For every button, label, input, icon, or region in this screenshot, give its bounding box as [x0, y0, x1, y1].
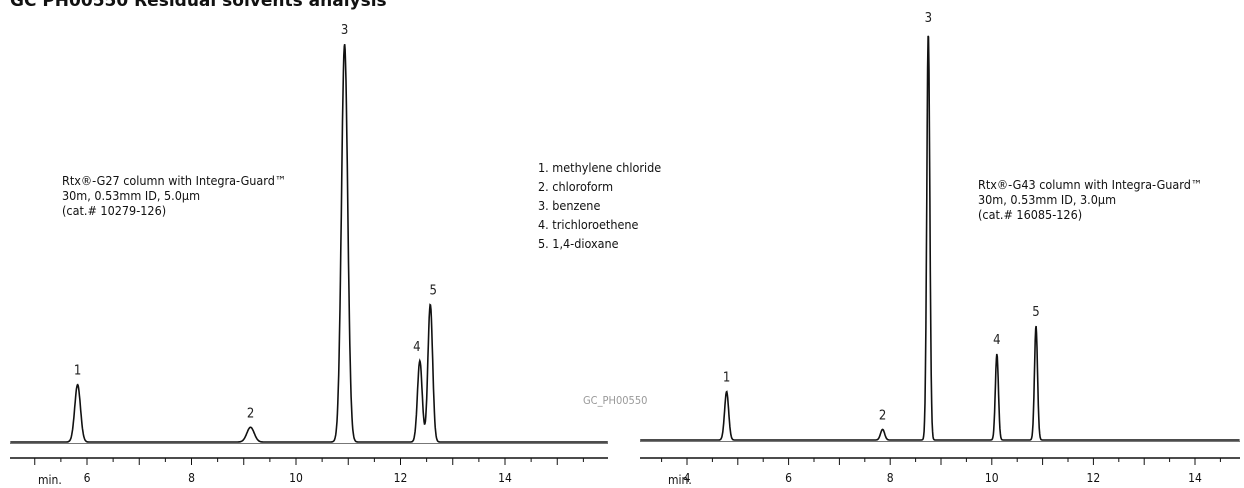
x-tick-label: 10: [985, 471, 999, 485]
watermark-id: GC_PH00550: [583, 394, 647, 407]
right-column-note-line-1: Rtx®-G43 column with Integra-Guard™: [978, 177, 1202, 192]
peak-label: 4: [413, 340, 420, 355]
legend-item-5: 5. 1,4-dioxane: [538, 236, 619, 251]
left-column-note-line-2: 30m, 0.53mm ID, 5.0μm: [62, 188, 200, 203]
x-tick-label: 10: [289, 471, 303, 485]
x-tick-label: 12: [1087, 471, 1101, 485]
left-column-note-line-1: Rtx®-G27 column with Integra-Guard™: [62, 173, 286, 188]
peak-label: 2: [879, 408, 886, 423]
x-tick-label: 8: [887, 471, 894, 485]
peak-label: 3: [341, 23, 348, 38]
peak-label: 1: [74, 364, 81, 379]
legend-item-2: 2. chloroform: [538, 179, 613, 194]
x-tick-label: 12: [394, 471, 408, 485]
right-column-note: Rtx®-G43 column with Integra-Guard™ 30m,…: [978, 177, 1202, 222]
x-tick-label: 8: [188, 471, 195, 485]
legend-item-3: 3. benzene: [538, 198, 600, 213]
right-column-note-line-2: 30m, 0.53mm ID, 3.0μm: [978, 192, 1116, 207]
peak-label: 5: [430, 283, 437, 298]
x-tick-label: 6: [785, 471, 792, 485]
peak-label: 5: [1032, 305, 1039, 320]
peak-label: 3: [925, 11, 932, 26]
x-tick-label: 14: [1188, 471, 1202, 485]
x-tick-label: 14: [498, 471, 512, 485]
left-column-note-line-3: (cat.# 10279-126): [62, 203, 166, 218]
x-axis-unit-label: min.: [668, 473, 692, 487]
legend-item-4: 4. trichloroethene: [538, 217, 638, 232]
chromatogram-trace: [640, 35, 1240, 441]
peak-label: 1: [723, 370, 730, 385]
header-fragment: GC PH00550 Residual solvents analysis: [10, 0, 387, 11]
left-column-note: Rtx®-G27 column with Integra-Guard™ 30m,…: [62, 173, 286, 218]
peak-label: 4: [993, 333, 1000, 348]
legend-item-1: 1. methylene chloride: [538, 160, 661, 175]
chromatogram-trace: [10, 44, 608, 443]
right-column-note-line-3: (cat.# 16085-126): [978, 207, 1082, 222]
peak-label: 2: [247, 406, 254, 421]
x-tick-label: 6: [84, 471, 91, 485]
x-tick-label: 4: [684, 471, 691, 485]
x-axis-unit-label: min.: [38, 473, 62, 487]
compound-legend: 1. methylene chloride 2. chloroform 3. b…: [538, 160, 661, 251]
